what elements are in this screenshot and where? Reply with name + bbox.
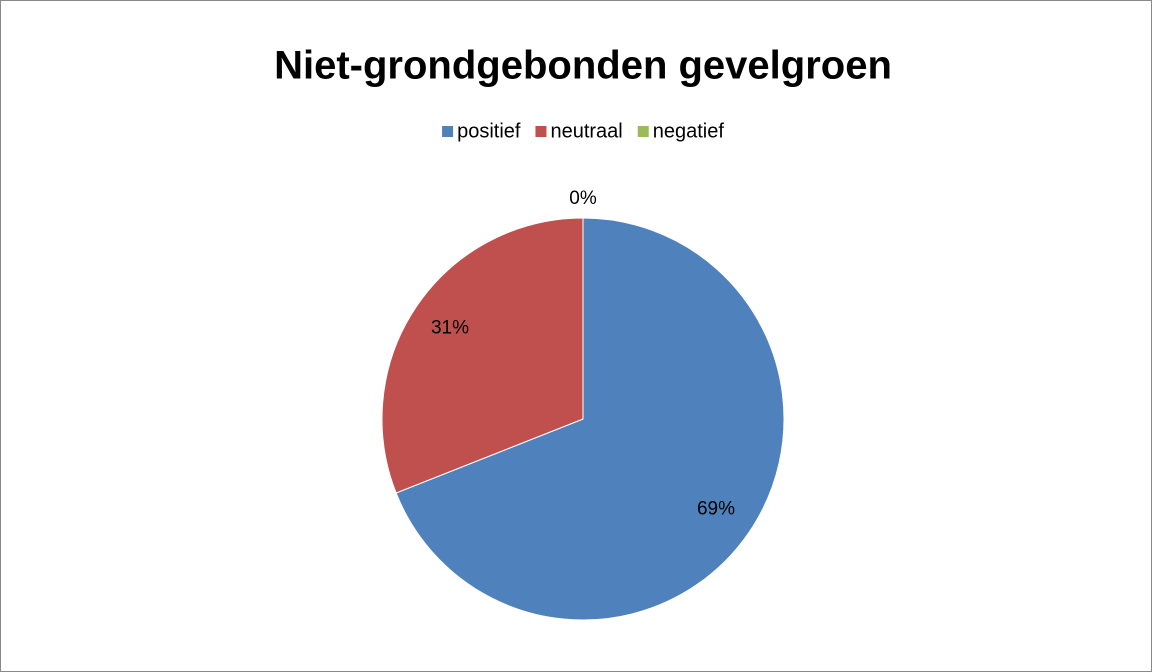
pie-slice [381,217,584,494]
legend-label: positief [457,120,521,142]
legend-label: neutraal [550,120,622,142]
chart-title: Niet-grondgebonden gevelgroen [274,44,892,88]
legend-swatch [535,126,547,137]
data-label: 31% [431,318,469,339]
legend-swatch [637,126,649,137]
pie-slice [395,217,785,621]
data-label: 0% [569,188,597,209]
data-label: 69% [697,498,735,519]
legend-swatch [442,126,454,137]
legend-label: negatief [653,120,725,142]
